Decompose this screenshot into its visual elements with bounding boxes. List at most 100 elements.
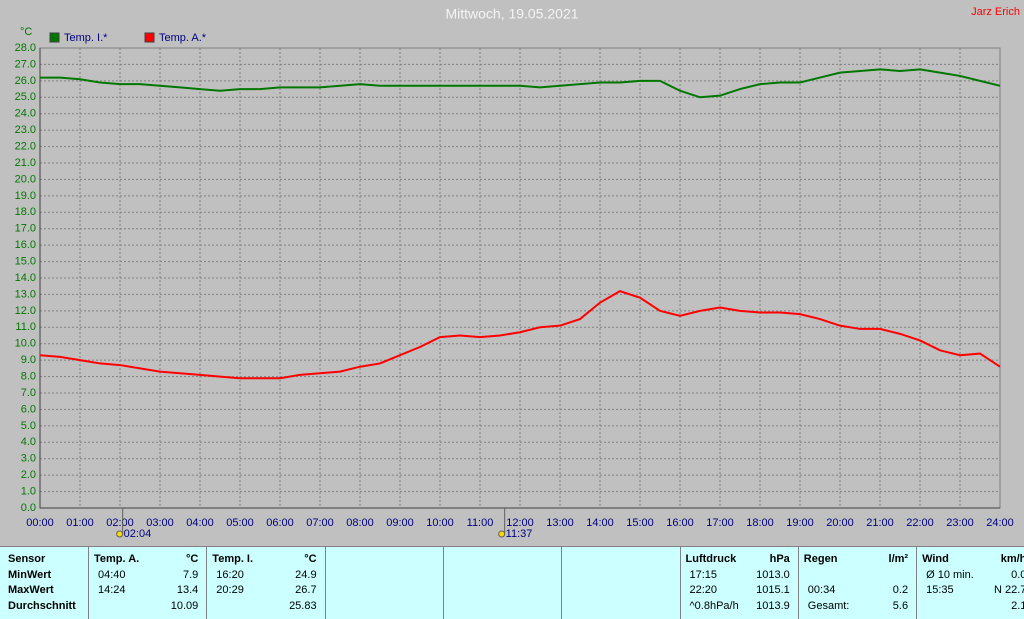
x-tick-label: 05:00 xyxy=(226,517,254,529)
cell-value: 5.6 xyxy=(892,600,909,612)
y-tick-label: 7.0 xyxy=(21,387,36,399)
column-separator xyxy=(442,547,444,619)
cell-label: 16:20 xyxy=(216,569,244,581)
cell-value: 0.0 xyxy=(1011,569,1024,581)
y-tick-label: 10.0 xyxy=(15,338,36,350)
y-tick-label: 15.0 xyxy=(15,255,36,267)
cell-label: 17:15 xyxy=(689,569,718,581)
summary-table: Sensor MinWert MaxWert Durchschnitt Temp. A.… xyxy=(0,546,1024,619)
x-tick-label: 12:00 xyxy=(506,517,534,529)
row-label: Durchschnitt xyxy=(8,600,76,612)
x-tick-label: 11:00 xyxy=(467,517,494,529)
x-tick-label: 08:00 xyxy=(346,517,374,529)
cell-label: 20:29 xyxy=(216,584,244,596)
cell-label: 14:24 xyxy=(98,584,126,596)
panel-unit: l/m² xyxy=(888,553,909,565)
panel-unit: °C xyxy=(185,553,199,565)
y-tick-label: 25.0 xyxy=(15,91,36,103)
y-tick-label: 26.0 xyxy=(15,75,36,87)
cell-label: 15:35 xyxy=(926,584,954,596)
x-tick-label: 03:00 xyxy=(146,517,174,529)
column-separator xyxy=(206,547,208,619)
cell-value: 2.1 xyxy=(1011,600,1024,612)
y-tick-label: 20.0 xyxy=(15,173,36,185)
marker-icon xyxy=(116,530,124,538)
data-line xyxy=(40,68,1001,99)
y-tick-label: 0.0 xyxy=(21,502,36,514)
y-tick-label: 1.0 xyxy=(21,485,36,497)
y-tick-label: 6.0 xyxy=(21,403,36,415)
x-tick-label: 13:00 xyxy=(546,517,574,529)
chart: Mittwoch, 19.05.2021 Jarz Erich °C 0.0 1.… xyxy=(15,6,1020,540)
x-tick-label: 04:00 xyxy=(186,517,214,529)
cell-label: 00:34 xyxy=(807,584,836,596)
cell-value: 1015.1 xyxy=(756,584,790,596)
x-tick-label: 24:00 xyxy=(986,517,1014,529)
cell-value: 1013.0 xyxy=(756,569,790,581)
y-tick-label: 5.0 xyxy=(21,420,36,432)
x-tick-label: 00:00 xyxy=(26,517,54,529)
marker-icon xyxy=(498,530,506,538)
legend-swatch xyxy=(144,32,155,43)
x-tick-label: 17:00 xyxy=(706,517,734,529)
y-tick-label: 17.0 xyxy=(15,223,36,235)
y-tick-label: 18.0 xyxy=(15,206,36,218)
y-tick-label: 19.0 xyxy=(15,190,36,202)
row-label: MinWert xyxy=(8,569,52,581)
y-tick-label: 21.0 xyxy=(15,157,36,169)
panel-title: Wind xyxy=(922,553,949,565)
y-tick-label: 12.0 xyxy=(15,305,36,317)
column-separator xyxy=(916,547,918,619)
marker-label: 11:37 xyxy=(506,528,533,540)
cell-label: 04:40 xyxy=(98,569,126,581)
y-tick-label: 3.0 xyxy=(21,453,36,465)
author: Jarz Erich xyxy=(971,6,1020,18)
panel-title: Regen xyxy=(803,553,838,565)
y-tick-label: 27.0 xyxy=(15,58,36,70)
x-tick-label: 19:00 xyxy=(786,517,814,529)
data-line xyxy=(39,290,1001,380)
column-separator xyxy=(561,547,563,619)
cell-value: 7.9 xyxy=(183,569,199,581)
cell-value: 24.9 xyxy=(295,569,317,581)
x-tick-label: 09:00 xyxy=(386,517,414,529)
y-tick-label: 22.0 xyxy=(15,140,36,152)
column-separator xyxy=(88,547,89,619)
x-tick-label: 22:00 xyxy=(906,517,934,529)
x-tick-label: 07:00 xyxy=(306,517,334,529)
cell-value: 10.09 xyxy=(170,600,199,612)
column-separator xyxy=(797,547,799,619)
x-tick-label: 01:00 xyxy=(66,517,94,529)
x-tick-label: 23:00 xyxy=(946,517,974,529)
y-tick-label: 16.0 xyxy=(15,239,36,251)
y-tick-label: 8.0 xyxy=(21,370,36,382)
panel-title: Temp. I. xyxy=(212,553,254,565)
column-separator xyxy=(324,547,326,619)
legend-swatch xyxy=(49,32,60,43)
y-tick-label: 13.0 xyxy=(15,288,36,300)
x-tick-label: 21:00 xyxy=(866,517,894,529)
cell-value: 13.4 xyxy=(176,584,199,596)
y-tick-label: 4.0 xyxy=(21,436,36,448)
cell-label: 22:20 xyxy=(689,584,718,596)
row-label: Sensor xyxy=(8,553,46,565)
legend-label: Temp. A.* xyxy=(159,32,207,44)
panel-title: Temp. A. xyxy=(94,553,140,565)
column-separator xyxy=(679,547,681,619)
marker-label: 02:04 xyxy=(124,528,152,540)
cell-label: ^0.8hPa/h xyxy=(689,600,739,612)
cell-value: 25.83 xyxy=(289,600,317,612)
cell-label: Ø 10 min. xyxy=(926,569,974,581)
y-tick-label: 9.0 xyxy=(21,354,36,366)
cell-label: Gesamt: xyxy=(807,600,850,612)
y-tick-label: 2.0 xyxy=(21,469,36,481)
x-tick-label: 18:00 xyxy=(746,517,774,529)
y-tick-label: 28.0 xyxy=(15,42,36,54)
cell-value: N 22.7 xyxy=(993,584,1024,596)
x-tick-label: 15:00 xyxy=(626,517,654,529)
x-tick-label: 16:00 xyxy=(666,517,694,529)
x-tick-label: 20:00 xyxy=(826,517,854,529)
x-tick-label: 14:00 xyxy=(586,517,614,529)
cell-value: 1013.9 xyxy=(756,600,790,612)
panel-unit: °C xyxy=(304,553,317,565)
